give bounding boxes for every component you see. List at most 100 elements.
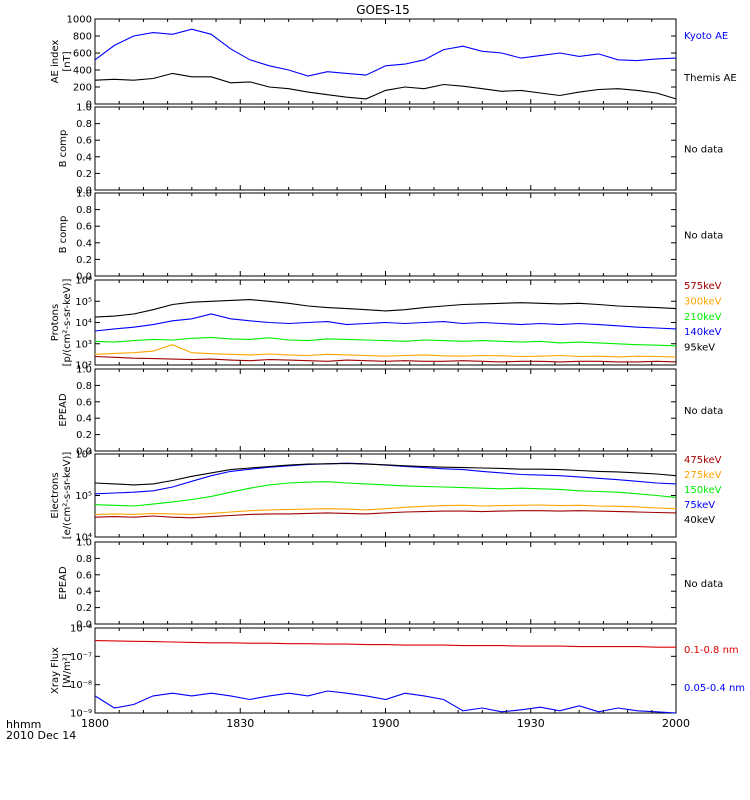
no-data-note: No data: [684, 145, 723, 156]
ytick-label: 0.8: [76, 381, 92, 392]
series-line-0-1-0-8-nm: [94, 640, 676, 648]
panel-xray: 10⁻⁹ 10⁻⁸ 10⁻⁷ 10⁻⁶ Xray Flux [W/m²] 0.1-0.8 n…: [50, 624, 745, 720]
ytick-label: 0.0: [76, 186, 92, 197]
ytick-label: 10⁻⁶: [70, 624, 92, 635]
panel-frame-electrons: [94, 453, 677, 538]
ytick-label: 0.8: [76, 205, 92, 216]
ytick-label: 0.2: [76, 603, 92, 614]
series-line-themis-ae: [94, 72, 677, 100]
legend-entry-themis-ae: Themis AE: [683, 73, 737, 84]
ytick-label: 800: [73, 32, 92, 43]
series-line-140kev: [94, 313, 677, 332]
ytick-label: 0.8: [76, 554, 92, 565]
series-line-95kev: [94, 299, 677, 318]
ytick-label: 0.4: [76, 414, 92, 425]
y-axis-label: EPEAD: [58, 393, 69, 427]
series-line-475kev: [94, 510, 677, 519]
y-axis-label: AE index: [50, 40, 61, 84]
ytick-label: 0.0: [76, 620, 92, 631]
y-axis-label: B comp: [58, 216, 69, 254]
series-line-0-05-0-4-nm: [94, 690, 677, 714]
panel-epead-2: 0.0 0.2 0.4 0.6 0.8 1.0 EPEAD No data: [58, 538, 723, 631]
y-axis-label: [W/m²]: [62, 653, 73, 688]
legend-entry-210kev: 210keV: [684, 312, 722, 323]
legend-entry-kyoto-ae: Kyoto AE: [684, 31, 728, 42]
xtick-label: 2000: [662, 717, 690, 730]
series-line-275kev: [94, 504, 677, 515]
y-axis-label: [e/(cm²-s-sr-keV)]: [62, 452, 73, 540]
xtick-label: 1900: [372, 717, 400, 730]
panel-frame-epead-2: [94, 541, 677, 625]
ytick-label: 0.6: [76, 397, 92, 408]
x-corner-label-hhmm: hhmm: [6, 718, 41, 731]
ytick-label: 10³: [75, 339, 92, 350]
ytick-label: 0.4: [76, 587, 92, 598]
y-axis-label: EPEAD: [58, 566, 69, 600]
ytick-label: 0.6: [76, 222, 92, 233]
y-axis-label: Electrons: [50, 472, 61, 518]
y-axis-label: [nT]: [62, 51, 73, 71]
xtick-label: 1930: [517, 717, 545, 730]
no-data-note: No data: [684, 406, 723, 417]
ytick-label: 0.8: [76, 119, 92, 130]
panel-electrons: 10⁴ 10⁵ 10⁶ Electrons [e/(cm²-s-sr-keV)] 475k…: [50, 450, 722, 544]
panel-ae-index: 0 200 400 600 800 1000 AE index [nT] Kyoto AE The…: [50, 15, 737, 111]
legend-entry-150kev: 150keV: [684, 485, 722, 496]
ytick-label: 10⁶: [75, 450, 92, 461]
ytick-label: 10²: [75, 361, 92, 372]
ytick-label: 1000: [67, 15, 92, 26]
panel-b-comp-1: 0.0 0.2 0.4 0.6 0.8 1.0 B comp No data: [58, 103, 723, 197]
legend-entry-140kev: 140keV: [684, 327, 722, 338]
series-line-210kev: [94, 336, 677, 347]
series-line-kyoto-ae: [94, 28, 677, 77]
ytick-label: 0.0: [76, 447, 92, 458]
ytick-label: 10⁻⁸: [70, 680, 92, 691]
legend-entry-40kev: 40keV: [684, 515, 715, 526]
ytick-label: 0.6: [76, 570, 92, 581]
series-line-40kev: [94, 462, 677, 486]
ytick-label: 1.0: [76, 538, 92, 549]
ytick-label: 10⁴: [75, 318, 92, 329]
legend-entry-0-05-0-4-nm: 0.05-0.4 nm: [684, 683, 745, 694]
panel-b-comp-2: 0.0 0.2 0.4 0.6 0.8 1.0 B comp No data: [58, 189, 723, 283]
x-corner-label-date: 2010 Dec 14: [6, 729, 76, 742]
panel-frame-b-comp-2: [94, 192, 677, 277]
legend-entry-300kev: 300keV: [684, 296, 722, 307]
y-axis-label: Xray Flux: [50, 647, 61, 694]
series-line-300kev: [94, 344, 677, 358]
ytick-label: 10⁻⁹: [70, 709, 92, 720]
ytick-label: 0.0: [76, 272, 92, 283]
legend-entry-575kev: 575keV: [684, 281, 722, 292]
legend-entry-75kev: 75keV: [684, 500, 715, 511]
panel-frame-xray: [94, 627, 677, 714]
ytick-label: 0.2: [76, 255, 92, 266]
series-line-150kev: [94, 481, 677, 507]
panel-protons: 10² 10³ 10⁴ 10⁵ 10⁶ Protons [p/(cm²-s-sr-keV)]…: [50, 276, 722, 372]
ytick-label: 0.4: [76, 152, 92, 163]
ytick-label: 0.6: [76, 136, 92, 147]
chart-title: GOES-15: [356, 3, 410, 17]
ytick-label: 0.2: [76, 169, 92, 180]
legend-entry-95kev: 95keV: [684, 343, 715, 354]
legend-entry-475kev: 475keV: [684, 455, 722, 466]
legend-entry-275kev: 275keV: [684, 470, 722, 481]
ytick-label: 1.0: [76, 103, 92, 114]
xtick-label: 1830: [226, 717, 254, 730]
ytick-label: 600: [73, 49, 92, 60]
ytick-label: 200: [73, 83, 92, 94]
ytick-label: 10⁵: [75, 491, 92, 502]
no-data-note: No data: [684, 231, 723, 242]
ytick-label: 0: [86, 100, 92, 111]
y-axis-label: Protons: [50, 304, 61, 341]
xtick-label: 1800: [81, 717, 109, 730]
ytick-label: 0.4: [76, 238, 92, 249]
panel-frame-b-comp-1: [94, 106, 677, 191]
ytick-label: 10⁴: [75, 533, 92, 544]
legend-entry-0-1-0-8-nm: 0.1-0.8 nm: [684, 645, 739, 656]
y-axis-label: [p/(cm²-s-sr-keV)]: [62, 279, 73, 367]
ytick-label: 10⁻⁷: [70, 652, 92, 663]
ytick-label: 10⁵: [75, 297, 92, 308]
ytick-label: 10⁶: [75, 276, 92, 287]
ytick-label: 0.2: [76, 430, 92, 441]
